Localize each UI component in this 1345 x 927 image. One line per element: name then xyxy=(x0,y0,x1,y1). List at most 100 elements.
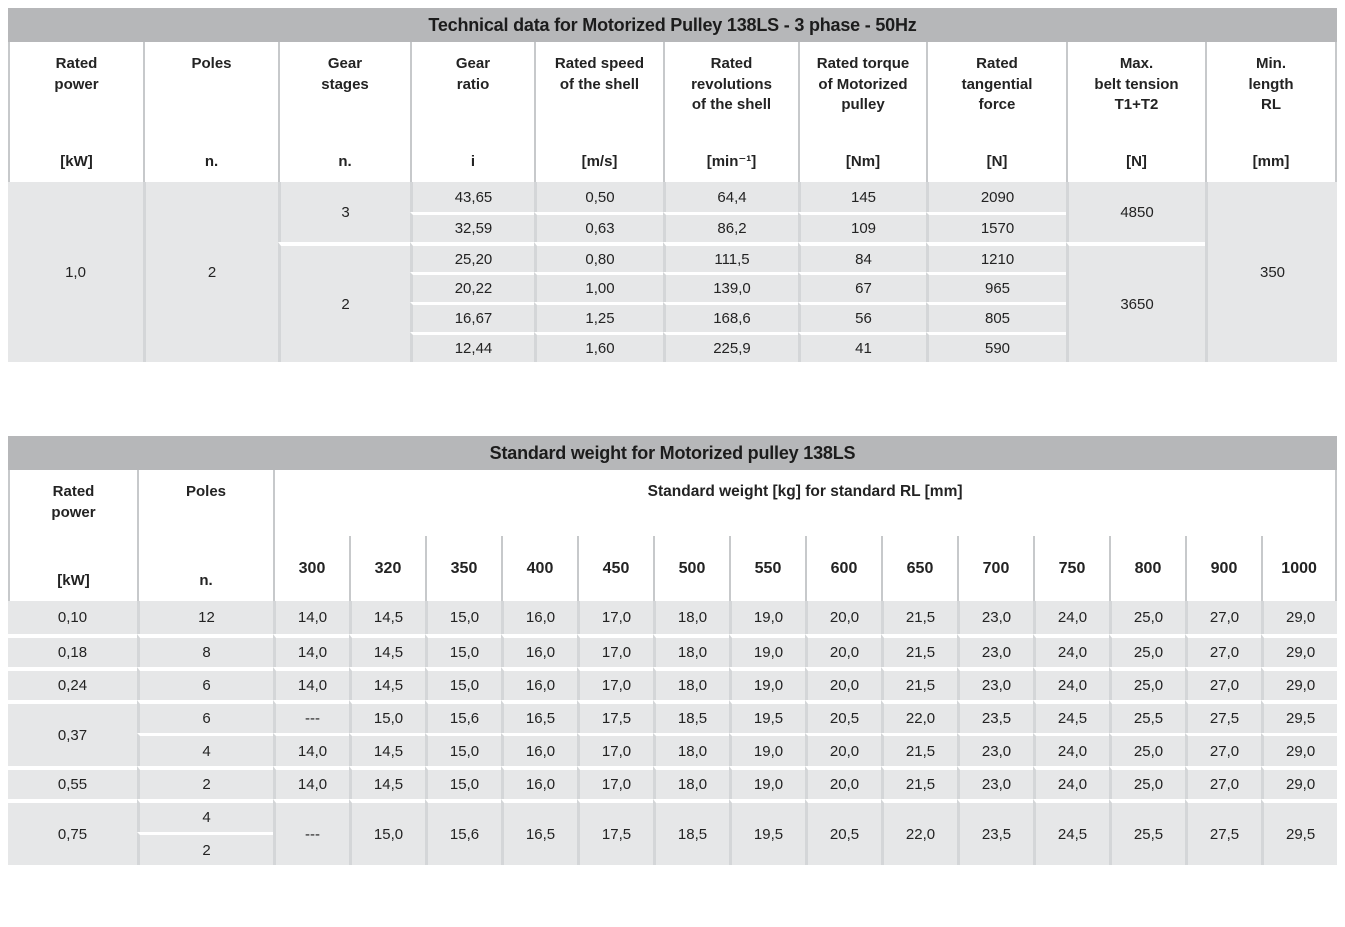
column-label: Rated power xyxy=(54,55,99,93)
col-header-rated-torque: Rated torque of Motorized pulley [Nm] xyxy=(798,42,926,182)
poles-cell: 6 xyxy=(137,700,273,733)
weight-cell: 23,0 xyxy=(957,601,1033,634)
column-label: Rated torque of Motorized pulley xyxy=(816,55,910,114)
weight-cell: 25,0 xyxy=(1109,766,1185,799)
standard-weight-section: Standard weight for Motorized pulley 138… xyxy=(8,436,1338,865)
column-unit: i xyxy=(470,153,476,170)
weight-cell: 21,5 xyxy=(881,601,957,634)
torque-cell: 145 xyxy=(798,182,926,212)
weight-cell: 17,5 xyxy=(577,700,653,733)
standard-weight-title: Standard weight for Motorized pulley 138… xyxy=(8,436,1337,470)
column-label: Rated speed of the shell xyxy=(554,55,645,93)
weight-cell: 27,0 xyxy=(1185,634,1261,667)
column-unit: [Nm] xyxy=(845,153,881,170)
weight-cell: 24,5 xyxy=(1033,799,1109,865)
weight-cell: 14,5 xyxy=(349,733,425,766)
datasheet-page: Technical data for Motorized Pulley 138L… xyxy=(8,8,1338,865)
rl-value-header: 650 xyxy=(881,536,957,601)
weight-cell: 17,0 xyxy=(577,634,653,667)
technical-table-body: 1,0 2 3 43,65 0,50 64,4 145 2090 4850 350 32,59 0,6… xyxy=(8,182,1337,362)
weight-cell: 29,0 xyxy=(1261,634,1338,667)
col-header-shell-revolutions: Rated revolutions of the shell [min⁻¹] xyxy=(663,42,798,182)
poles-cell: 4 xyxy=(137,799,273,832)
column-label: Max. belt tension T1+T2 xyxy=(1094,55,1179,114)
shell-revolutions-cell: 64,4 xyxy=(663,182,798,212)
column-unit: [kW] xyxy=(57,572,90,589)
weight-cell: 16,0 xyxy=(501,601,577,634)
technical-table-row: 1,0 2 3 43,65 0,50 64,4 145 2090 4850 350 xyxy=(8,182,1337,362)
col-header-wrap: Rated revolutions of the shell [min⁻¹] xyxy=(665,42,798,182)
shell-speed-cell: 0,50 xyxy=(534,182,663,212)
rl-value-header: 300 xyxy=(273,536,349,601)
weight-table-row: 0,10 12 14,0 14,5 15,0 16,0 17,0 18,0 19,0 20,0 21… xyxy=(8,601,1338,634)
tangential-force-cell: 1210 xyxy=(926,242,1066,272)
poles-cell: 2 xyxy=(143,182,278,362)
weight-cell: 14,5 xyxy=(349,667,425,700)
shell-revolutions-cell: 139,0 xyxy=(663,272,798,302)
weight-header-row-1: Rated power [kW] Poles n. Standard weigh… xyxy=(8,470,1338,601)
weight-cell: 27,0 xyxy=(1185,733,1261,766)
rl-value-header: 500 xyxy=(653,536,729,601)
weight-cell: 16,0 xyxy=(501,634,577,667)
column-label: Rated tangential force xyxy=(961,55,1033,114)
tangential-force-cell: 805 xyxy=(926,302,1066,332)
gear-ratio-cell: 43,65 xyxy=(410,182,534,212)
weight-cell: 24,0 xyxy=(1033,733,1109,766)
shell-speed-cell: 1,00 xyxy=(534,272,663,302)
column-label: Gear stages xyxy=(321,55,369,93)
shell-speed-cell: 1,25 xyxy=(534,302,663,332)
col-header-wrap: Gear stages n. xyxy=(280,42,410,182)
rl-value-header: 450 xyxy=(577,536,653,601)
weight-cell: 20,5 xyxy=(805,799,881,865)
weight-cell: 29,0 xyxy=(1261,766,1338,799)
col-header-tangential-force: Rated tangential force [N] xyxy=(926,42,1066,182)
weight-cell: 15,0 xyxy=(425,766,501,799)
weight-cell: 29,5 xyxy=(1261,700,1338,733)
weight-cell: 18,0 xyxy=(653,634,729,667)
col-header-poles: Poles n. xyxy=(137,470,273,601)
poles-cell: 12 xyxy=(137,601,273,634)
weight-cell: 14,0 xyxy=(273,766,349,799)
tangential-force-cell: 590 xyxy=(926,332,1066,362)
weight-cell: 23,0 xyxy=(957,667,1033,700)
rated-power-cell: 0,18 xyxy=(8,634,137,667)
weight-cell: 29,5 xyxy=(1261,799,1338,865)
torque-cell: 41 xyxy=(798,332,926,362)
weight-cell: 17,5 xyxy=(577,799,653,865)
technical-header-row: Rated power [kW] Poles n. Gear stages n. Gear … xyxy=(8,42,1337,182)
torque-cell: 84 xyxy=(798,242,926,272)
torque-cell: 56 xyxy=(798,302,926,332)
weight-cell: 25,0 xyxy=(1109,733,1185,766)
column-unit: [kW] xyxy=(60,153,93,170)
weight-cell: 20,0 xyxy=(805,634,881,667)
weight-cell: 23,0 xyxy=(957,733,1033,766)
col-header-wrap: Rated tangential force [N] xyxy=(928,42,1066,182)
weight-cell: 15,6 xyxy=(425,799,501,865)
weight-cell: --- xyxy=(273,799,349,865)
rl-value-header: 800 xyxy=(1109,536,1185,601)
weight-cell: 19,0 xyxy=(729,766,805,799)
weight-cell: 18,0 xyxy=(653,601,729,634)
rated-power-cell: 0,24 xyxy=(8,667,137,700)
poles-cell: 4 xyxy=(137,733,273,766)
weight-cell: 16,5 xyxy=(501,799,577,865)
weight-cell: 19,5 xyxy=(729,799,805,865)
weight-cell: 14,5 xyxy=(349,766,425,799)
weight-cell: 27,0 xyxy=(1185,667,1261,700)
weight-cell: 14,0 xyxy=(273,667,349,700)
weight-cell: 24,0 xyxy=(1033,667,1109,700)
col-header-wrap: Rated power [kW] xyxy=(10,42,143,182)
weight-group-header: Standard weight [kg] for standard RL [mm… xyxy=(273,470,1338,536)
belt-tension-cell: 4850 xyxy=(1066,182,1205,242)
rl-value-header: 350 xyxy=(425,536,501,601)
weight-cell: 14,0 xyxy=(273,733,349,766)
col-header-gear-stages: Gear stages n. xyxy=(278,42,410,182)
weight-table-row: 0,55 2 14,0 14,5 15,0 16,0 17,0 18,0 19,0 20,0 21,… xyxy=(8,766,1338,799)
weight-cell: 25,5 xyxy=(1109,700,1185,733)
gear-stages-cell: 2 xyxy=(278,242,410,362)
weight-cell: 19,0 xyxy=(729,667,805,700)
rl-value-header: 1000 xyxy=(1261,536,1338,601)
weight-cell: 20,0 xyxy=(805,733,881,766)
rated-power-cell: 0,55 xyxy=(8,766,137,799)
weight-cell: 15,0 xyxy=(349,799,425,865)
